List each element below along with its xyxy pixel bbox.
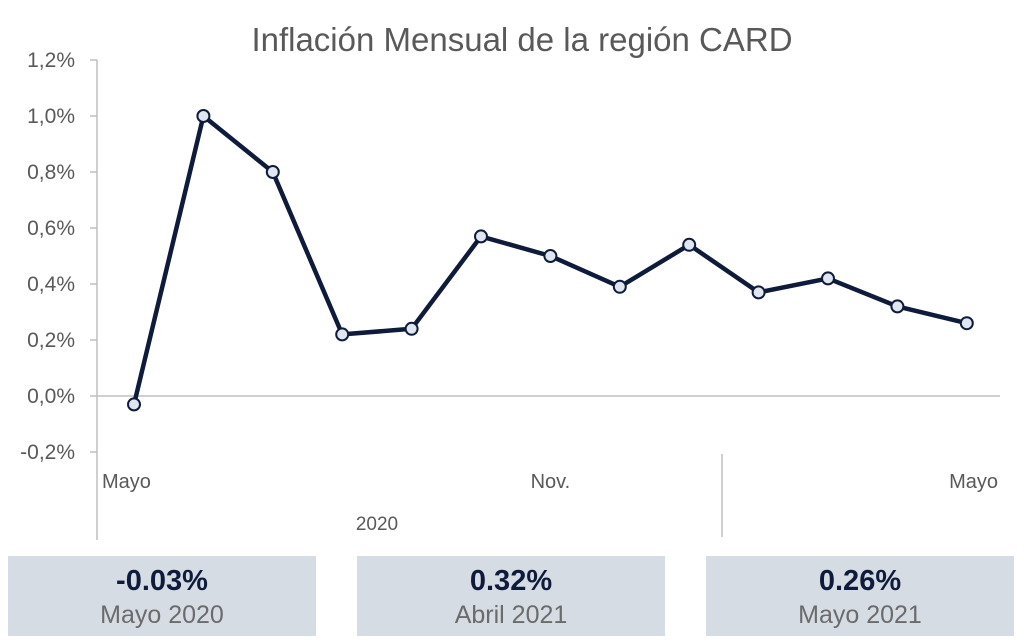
summary-card-2-label: Abril 2021: [454, 601, 568, 629]
y-tick-label: 0,8%: [27, 161, 75, 184]
x-tick-label: Mayo: [949, 471, 998, 493]
x-tick-label: Nov.: [531, 471, 571, 493]
summary-card-1-value: -0.03%: [116, 565, 208, 597]
data-point: [265, 165, 280, 179]
data-point: [821, 271, 835, 286]
summary-card-1-label: Mayo 2020: [100, 601, 224, 629]
y-ticks: -0,2% 0,0% 0,2% 0,4% 0,6% 0,8% 1,0% 1,2%: [20, 49, 97, 464]
data-point: [335, 327, 350, 342]
data-point: [127, 397, 141, 412]
data-point: [404, 321, 419, 336]
data-point: [751, 285, 766, 300]
x-group-label-2020: 2020: [356, 514, 398, 535]
data-point: [682, 237, 697, 252]
summary-card-3-value: 0.26%: [818, 565, 902, 597]
data-point: [196, 109, 211, 123]
x-ticks: Mayo Nov. Mayo: [102, 471, 998, 493]
summary-card-1: -0.03% Mayo 2020: [8, 556, 316, 636]
x-tick-label: Mayo: [102, 471, 151, 493]
y-tick-label: 0,2%: [27, 329, 75, 352]
y-tick-label: 1,2%: [27, 49, 75, 72]
summary-card-3-label: Mayo 2021: [798, 601, 922, 629]
data-point: [612, 279, 627, 294]
y-tick-label: -0,2%: [20, 441, 75, 464]
series-points: [127, 109, 974, 412]
data-point: [543, 249, 558, 263]
y-tick-label: 1,0%: [27, 105, 75, 128]
summary-card-2: 0.32% Abril 2021: [357, 556, 665, 636]
data-point: [959, 316, 974, 331]
chart-title: Inflación Mensual de la región CARD: [251, 21, 792, 58]
y-tick-label: 0,4%: [27, 273, 75, 296]
y-tick-label: 0,6%: [27, 217, 75, 240]
summary-card-2-value: 0.32%: [469, 565, 553, 597]
data-point: [890, 299, 905, 314]
y-tick-label: 0,0%: [27, 385, 75, 408]
inflation-chart: Inflación Mensual de la región CARD -0,2…: [20, 21, 1000, 540]
data-point: [474, 229, 488, 244]
summary-card-3: 0.26% Mayo 2021: [706, 556, 1014, 636]
